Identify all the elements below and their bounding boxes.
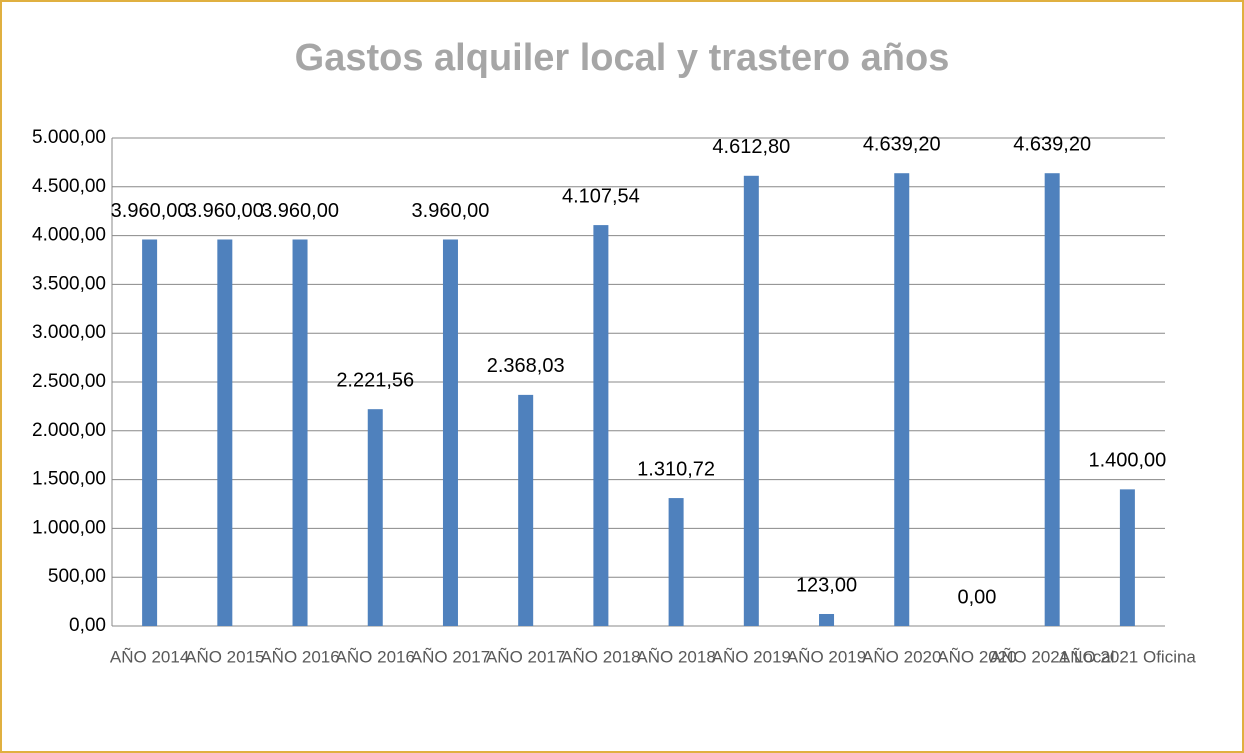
bar [292,239,308,626]
data-label: 3.960,00 [186,200,264,222]
bar [217,239,233,626]
x-tick-label: AÑO 2014 [110,647,189,666]
bar [518,394,534,626]
x-tick-label: AÑO 2020 [862,647,941,666]
bar [142,239,158,626]
data-label: 4.639,20 [1013,133,1091,155]
y-tick-label: 4.500,00 [32,176,106,197]
y-tick-label: 1.000,00 [32,517,106,538]
x-tick-label: AÑO 2018 [561,647,640,666]
y-tick-label: 500,00 [48,566,106,587]
data-label: 1.310,72 [637,458,715,480]
y-tick-label: 4.000,00 [32,225,106,246]
x-tick-label: AÑO 2015 [185,647,264,666]
data-label: 4.639,20 [863,133,941,155]
x-tick-label: AÑO 2017 [486,647,565,666]
chart-title: Gastos alquiler local y trastero años [295,37,950,79]
y-tick-label: 0,00 [69,615,106,636]
x-tick-label: AÑO 2017 [411,647,490,666]
bar [819,613,835,626]
y-tick-label: 2.000,00 [32,420,106,441]
data-label: 3.960,00 [111,200,189,222]
bar [1119,489,1135,626]
bar [593,225,609,626]
y-tick-label: 2.500,00 [32,371,106,392]
x-tick-label: AÑO 2021 Local [990,647,1115,666]
y-tick-label: 3.500,00 [32,273,106,294]
bar [668,498,684,626]
data-label: 2.221,56 [336,369,414,391]
data-label: 1.400,00 [1088,450,1166,472]
bar [367,409,383,626]
bar [442,239,458,626]
data-label: 4.107,54 [562,185,640,207]
y-tick-label: 5.000,00 [32,127,106,148]
bar [1044,173,1060,626]
bar [894,173,910,626]
x-tick-label: AÑO 2020 [937,647,1016,666]
y-tick-label: 1.500,00 [32,469,106,490]
data-label: 3.960,00 [261,200,339,222]
x-tick-label: AÑO 2021 Oficina [1059,647,1197,666]
bar [743,175,759,627]
x-tick-label: AÑO 2018 [636,647,715,666]
x-tick-label: AÑO 2019 [712,647,791,666]
data-label: 123,00 [796,574,857,596]
x-tick-label: AÑO 2016 [260,647,339,666]
y-tick-label: 3.000,00 [32,322,106,343]
data-label: 3.960,00 [412,200,490,222]
data-label: 0,00 [957,586,996,608]
x-tick-label: AÑO 2016 [336,647,415,666]
data-label: 2.368,03 [487,355,565,377]
x-tick-label: AÑO 2019 [787,647,866,666]
data-label: 4.612,80 [712,136,790,158]
